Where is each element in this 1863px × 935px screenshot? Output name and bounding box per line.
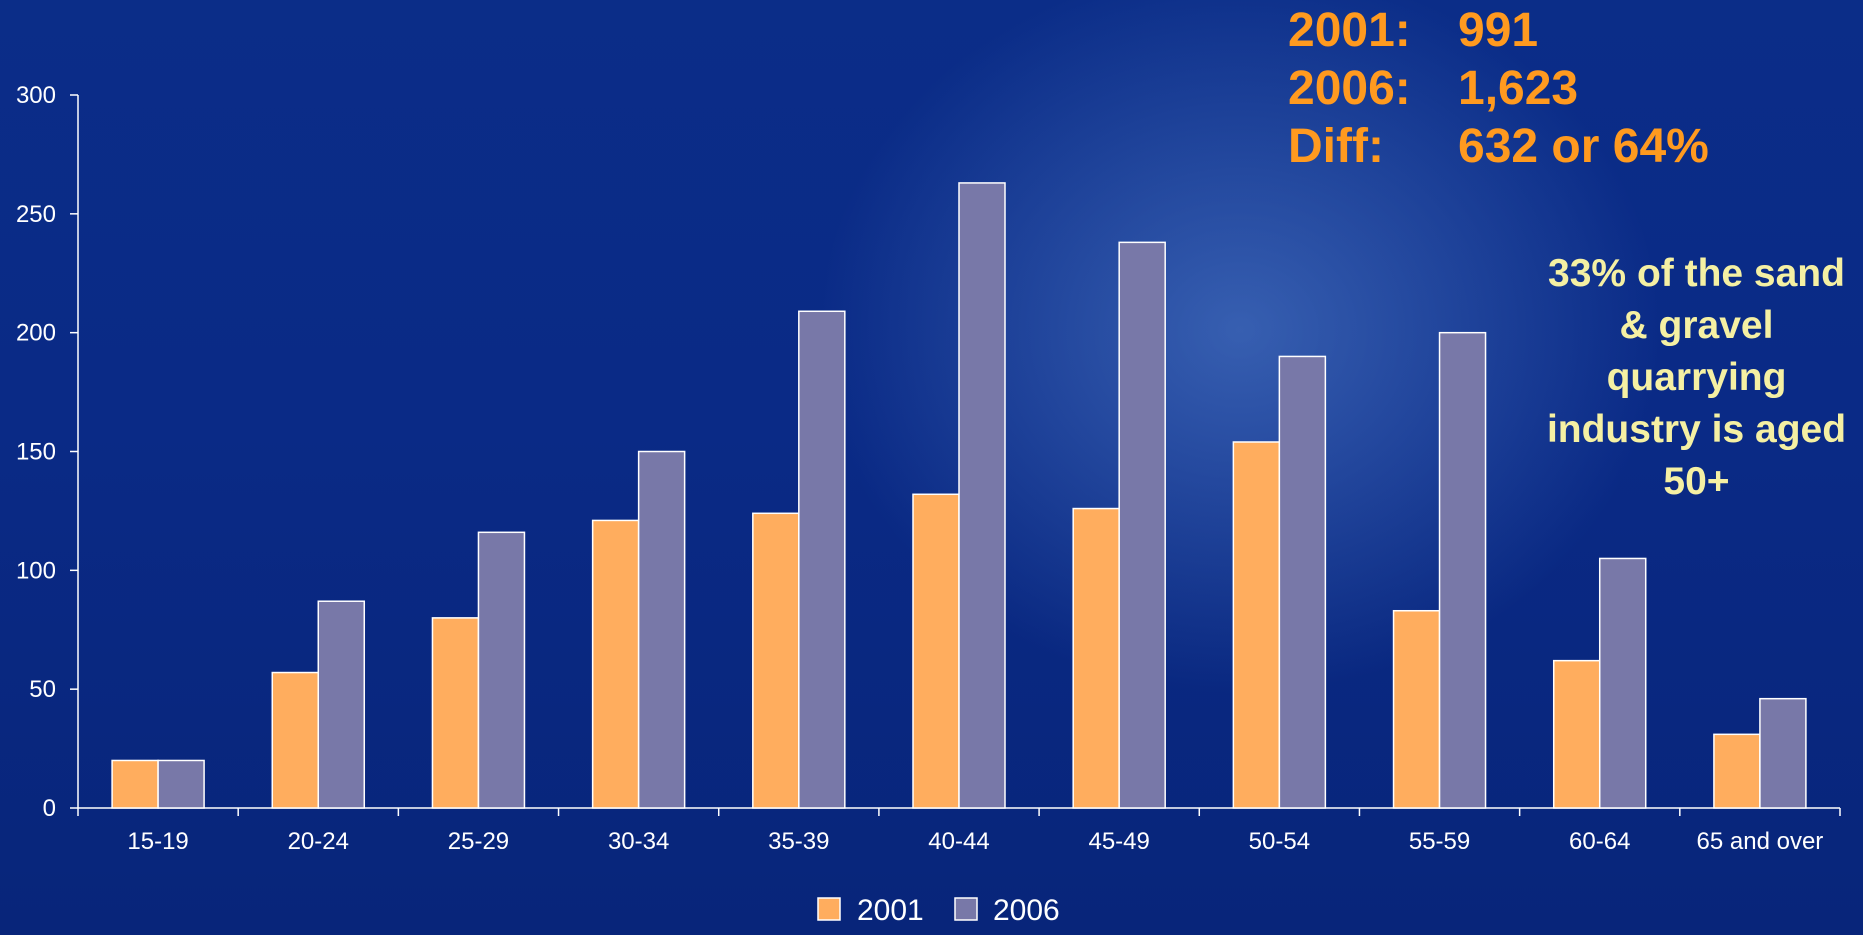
legend-label: 2001 [857, 894, 924, 927]
bar-2001 [1713, 733, 1761, 809]
stats-label: Diff: [1288, 120, 1384, 173]
y-tick-label: 200 [16, 320, 56, 347]
legend-swatch [817, 897, 841, 921]
y-tick-label: 100 [16, 557, 56, 584]
bar-2001 [271, 671, 320, 809]
bar-2001 [1232, 441, 1281, 809]
x-tick-label: 55-59 [1409, 828, 1470, 855]
stats-value: 991 [1458, 4, 1539, 57]
stats-value: 632 or 64% [1458, 120, 1709, 173]
y-tick-label: 300 [16, 82, 56, 109]
bar-2001 [111, 759, 159, 809]
bar-2006 [157, 759, 205, 809]
legend-label: 2006 [993, 894, 1060, 927]
x-tick-label: 65 and over [1697, 828, 1824, 855]
bar-2001 [1392, 609, 1441, 809]
bar-2006 [1759, 697, 1807, 809]
stats-label: 2001: [1288, 4, 1411, 57]
x-tick-label: 30-34 [608, 828, 669, 855]
bar-2006 [317, 600, 366, 809]
stats-row-2001: 2001: 991 [1288, 2, 1709, 60]
y-tick-label: 150 [16, 439, 56, 466]
x-tick-label: 20-24 [288, 828, 349, 855]
stats-value: 1,623 [1458, 62, 1579, 115]
bar-2006 [958, 182, 1006, 809]
bar-2006 [1278, 355, 1327, 809]
bar-2006 [1438, 331, 1487, 809]
bar-2001 [431, 617, 480, 809]
x-tick-label: 40-44 [928, 828, 989, 855]
bar-2001 [1072, 507, 1120, 809]
bar-2001 [591, 519, 640, 809]
bar-2006 [1598, 557, 1647, 809]
stats-row-diff: Diff: 632 or 64% [1288, 118, 1709, 176]
bar-2001 [1552, 659, 1601, 809]
x-tick-label: 35-39 [768, 828, 829, 855]
bar-2006 [1118, 241, 1166, 809]
x-tick-label: 25-29 [448, 828, 509, 855]
x-tick-label: 60-64 [1569, 828, 1630, 855]
bar-2006 [637, 450, 686, 809]
x-tick-label: 50-54 [1249, 828, 1310, 855]
bar-2001 [752, 512, 800, 809]
totals-summary: 2001: 991 2006: 1,623 Diff: 632 or 64% [1288, 2, 1709, 176]
x-tick-label: 15-19 [127, 828, 188, 855]
bar-2001 [912, 493, 960, 809]
y-tick-label: 50 [29, 676, 56, 703]
stats-row-2006: 2006: 1,623 [1288, 60, 1709, 118]
y-tick-label: 0 [43, 795, 56, 822]
x-tick-label: 45-49 [1088, 828, 1149, 855]
legend-swatch [954, 897, 978, 921]
y-tick-label: 250 [16, 201, 56, 228]
age-annotation: 33% of the sand & gravel quarrying indus… [1546, 252, 1847, 503]
stats-label: 2006: [1288, 62, 1411, 115]
bar-2006 [798, 310, 846, 809]
bar-2006 [477, 531, 526, 809]
